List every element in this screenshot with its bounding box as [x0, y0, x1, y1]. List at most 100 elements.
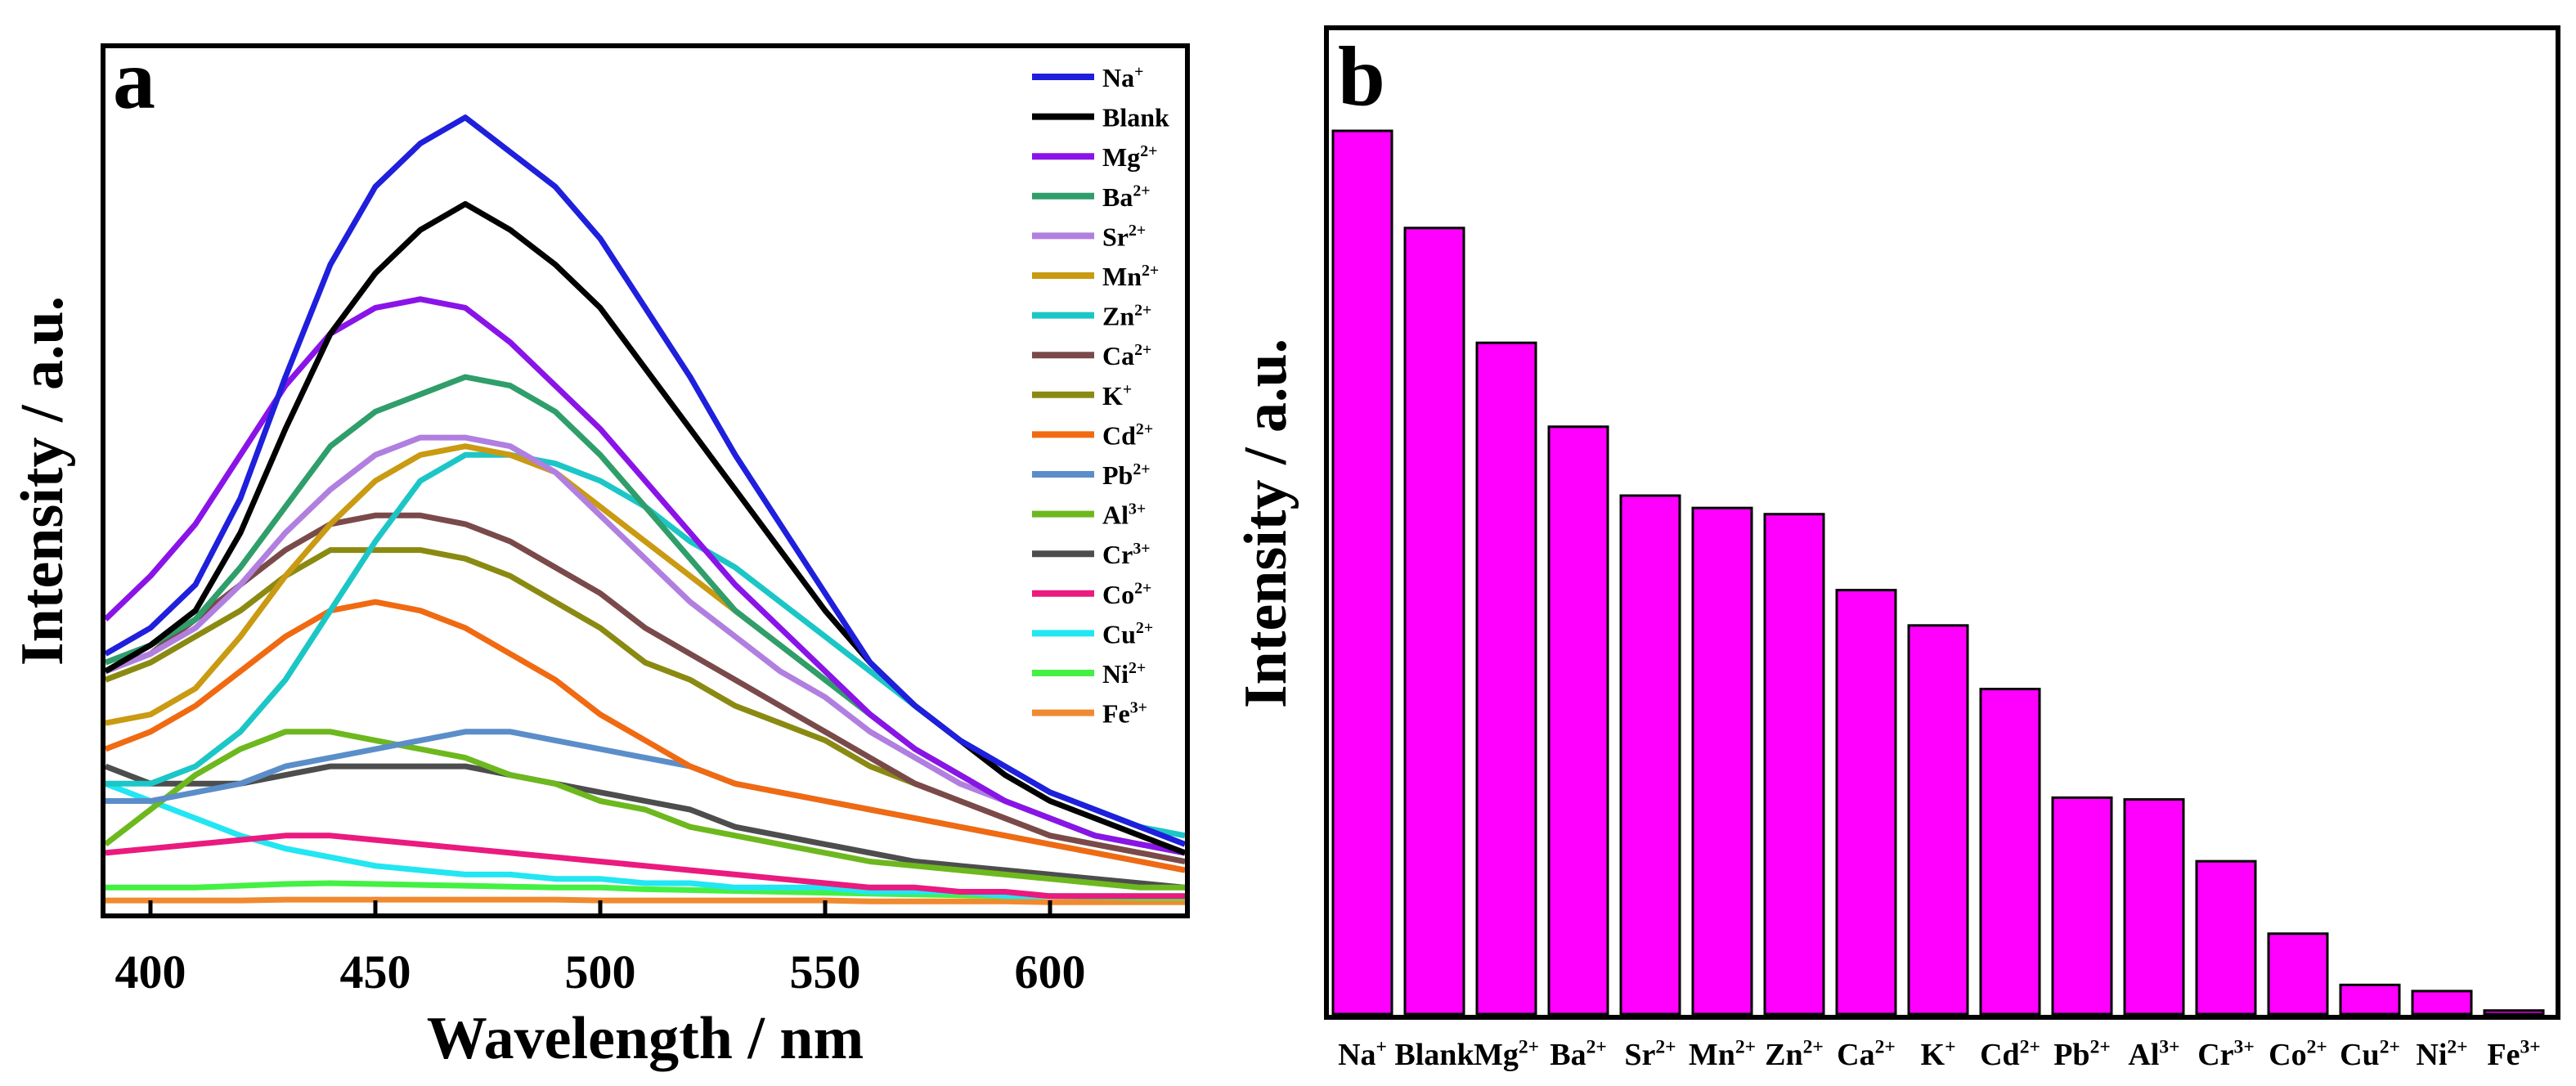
category-label-ni2p: Ni2+	[2416, 1037, 2467, 1072]
category-label-pb2p-name: Pb	[2053, 1038, 2089, 1072]
bar-nap	[1331, 129, 1393, 1016]
bar-kp	[1907, 624, 1969, 1016]
bar-cd2p	[1979, 688, 2041, 1016]
panel-a-label: a	[113, 33, 155, 127]
legend-label-al3p-charge: 3+	[1129, 500, 1146, 518]
series-line-blank	[104, 200, 1187, 856]
bar-mn2p	[1691, 506, 1753, 1016]
panel-a-legend: Na+BlankMg2+Ba2+Sr2+Mn2+Zn2+Ca2+K+Cd2+Pb…	[1032, 63, 1169, 729]
category-label-blank: Blank	[1394, 1038, 1474, 1072]
category-label-kp: K+	[1921, 1037, 1956, 1072]
legend-label-cu2p: Cu2+	[1102, 619, 1153, 648]
category-label-ca2p: Ca2+	[1837, 1037, 1896, 1072]
legend-label-co2p-charge: 2+	[1134, 580, 1151, 598]
legend-label-cu2p-charge: 2+	[1136, 619, 1153, 637]
bar-cr3p	[2195, 859, 2257, 1016]
category-label-kp-name: K	[1921, 1038, 1945, 1072]
legend-label-kp-name: K	[1102, 381, 1123, 411]
legend-label-fe3p-name: Fe	[1102, 699, 1130, 729]
bar-ni2p	[2411, 990, 2473, 1016]
category-label-mg2p-charge: 2+	[1519, 1037, 1539, 1058]
legend-label-co2p: Co2+	[1102, 580, 1151, 609]
category-label-zn2p-charge: 2+	[1803, 1037, 1824, 1058]
legend-label-zn2p: Zn2+	[1102, 301, 1151, 330]
panel-a: a 400 450 500 550 600 Wavelength / nm Intens…	[9, 33, 1190, 1072]
category-label-al3p: Al3+	[2128, 1037, 2179, 1072]
category-label-sr2p: Sr2+	[1624, 1037, 1676, 1072]
bar-ca2p	[1835, 589, 1897, 1016]
category-label-zn2p-name: Zn	[1765, 1038, 1802, 1072]
series-line-co2p	[105, 832, 1185, 900]
legend-label-cd2p-charge: 2+	[1136, 420, 1153, 438]
legend-label-al3p: Al3+	[1102, 500, 1146, 529]
legend-label-ba2p-name: Ba	[1102, 182, 1133, 212]
series-line-cr3p	[104, 763, 1186, 891]
panel-b-category-labels: Na+ Blank Mg2+ Ba2+ Sr2+ Mn2+ Zn2+ Ca2+ K+ Cd2+ Pb…	[1338, 1037, 2541, 1072]
legend-label-pb2p-name: Pb	[1102, 460, 1133, 490]
category-label-kp-charge: +	[1945, 1037, 1955, 1058]
category-label-cd2p-name: Cd	[1980, 1038, 2020, 1072]
category-label-co2p-name: Co	[2269, 1038, 2306, 1072]
category-label-mn2p-name: Mn	[1689, 1038, 1735, 1072]
legend-label-nap-charge: +	[1134, 63, 1143, 81]
panel-b-y-axis-label: Intensity / a.u.	[1232, 339, 1299, 708]
bar-blank	[1403, 227, 1465, 1016]
legend-label-sr2p-name: Sr	[1102, 222, 1129, 251]
legend-label-ba2p-charge: 2+	[1133, 182, 1150, 200]
legend-label-blank-name: Blank	[1102, 103, 1169, 132]
legend-label-ba2p: Ba2+	[1102, 182, 1151, 212]
legend-label-mn2p-name: Mn	[1102, 262, 1142, 291]
category-label-cd2p: Cd2+	[1980, 1037, 2040, 1072]
category-label-nap-charge: +	[1376, 1037, 1387, 1058]
x-tick-label: 400	[115, 945, 186, 998]
bar-fe3p	[2483, 1009, 2545, 1016]
legend-label-zn2p-name: Zn	[1102, 302, 1134, 331]
legend-label-cd2p-name: Cd	[1102, 420, 1136, 450]
legend-label-sr2p: Sr2+	[1102, 222, 1146, 251]
category-label-cu2p: Cu2+	[2340, 1037, 2400, 1072]
category-label-fe3p: Fe3+	[2487, 1037, 2540, 1072]
category-label-sr2p-name: Sr	[1624, 1038, 1655, 1072]
category-label-cr3p-name: Cr	[2197, 1038, 2233, 1072]
category-label-mn2p-charge: 2+	[1735, 1037, 1756, 1058]
series-line-al3p	[103, 729, 1185, 891]
bar-cu2p	[2339, 983, 2401, 1016]
category-label-nap-name: Na	[1338, 1038, 1376, 1072]
legend-label-cu2p-name: Cu	[1102, 619, 1136, 648]
legend-label-co2p-name: Co	[1102, 580, 1134, 609]
bar-al3p	[2123, 798, 2185, 1016]
category-label-ba2p: Ba2+	[1550, 1037, 1607, 1072]
panel-a-x-ticks: 400 450 500 550 600	[115, 900, 1086, 998]
category-label-mn2p: Mn2+	[1689, 1037, 1756, 1072]
legend-label-zn2p-charge: 2+	[1134, 301, 1151, 319]
series-line-sr2p	[104, 434, 1186, 856]
legend-label-blank: Blank	[1102, 103, 1169, 132]
legend-label-ni2p-name: Ni	[1102, 659, 1129, 689]
series-line-ba2p	[104, 374, 1186, 856]
category-label-zn2p: Zn2+	[1765, 1037, 1824, 1072]
panel-a-x-axis-label: Wavelength / nm	[427, 1005, 864, 1072]
category-label-al3p-charge: 3+	[2159, 1037, 2179, 1058]
category-label-ca2p-name: Ca	[1837, 1038, 1874, 1072]
legend-label-mn2p-charge: 2+	[1142, 262, 1159, 280]
legend-label-ca2p: Ca2+	[1102, 341, 1151, 370]
legend-label-fe3p-charge: 3+	[1130, 698, 1147, 716]
legend-label-mn2p: Mn2+	[1102, 262, 1159, 291]
legend-label-ni2p-charge: 2+	[1129, 659, 1146, 677]
category-label-ca2p-charge: 2+	[1875, 1037, 1896, 1058]
bar-pb2p	[2051, 796, 2113, 1016]
category-label-pb2p-charge: 2+	[2090, 1037, 2111, 1058]
panel-b-plot-frame	[1324, 25, 2560, 1020]
legend-label-al3p-name: Al	[1102, 500, 1129, 530]
legend-label-cr3p-name: Cr	[1102, 540, 1133, 569]
category-label-cu2p-charge: 2+	[2380, 1037, 2400, 1058]
category-label-pb2p: Pb2+	[2053, 1037, 2111, 1072]
x-tick-label: 450	[340, 945, 411, 998]
legend-label-sr2p-charge: 2+	[1129, 222, 1146, 240]
category-label-mg2p-name: Mg	[1474, 1038, 1519, 1072]
panel-a-y-axis-label: Intensity / a.u.	[9, 296, 76, 666]
series-line-nap	[104, 114, 1187, 847]
legend-label-mg2p-name: Mg	[1102, 142, 1140, 172]
legend-label-pb2p-charge: 2+	[1133, 460, 1150, 478]
